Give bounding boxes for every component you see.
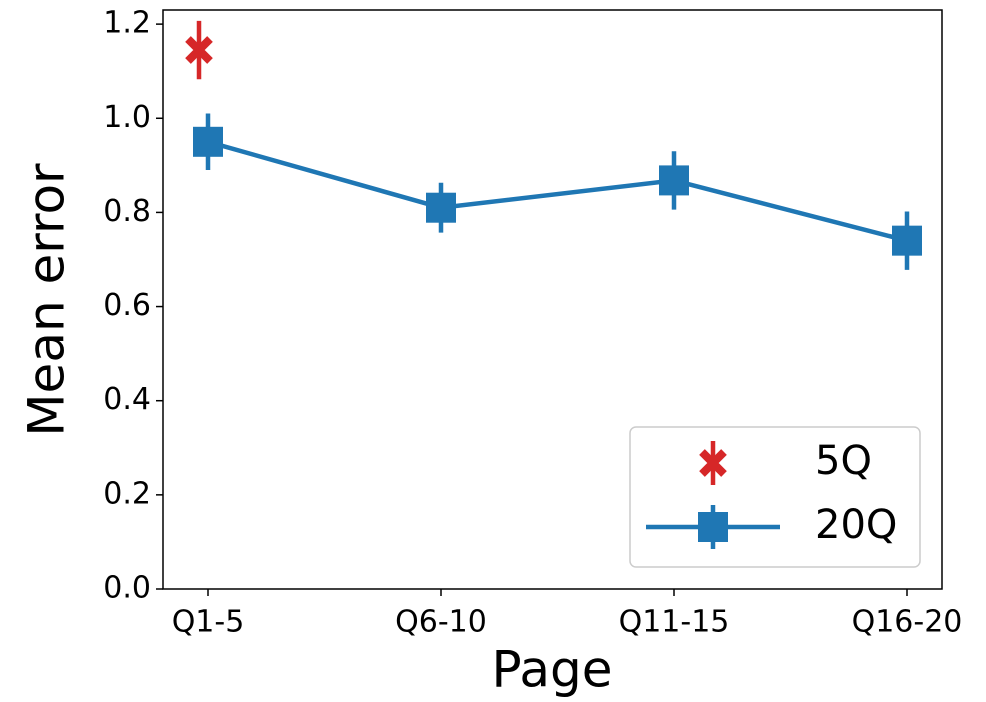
- y-tick-label: 0.8: [103, 194, 151, 229]
- point: [892, 225, 922, 256]
- point: [193, 126, 223, 157]
- x-axis-label: Page: [491, 641, 612, 699]
- x-tick-label: Q1-5: [172, 605, 245, 640]
- legend-label: 20Q: [815, 502, 897, 548]
- legend-label: 5Q: [815, 438, 872, 484]
- x-tick-label: Q11-15: [619, 605, 730, 640]
- y-tick-label: 0.6: [103, 288, 151, 323]
- y-tick-label: 0.2: [103, 476, 151, 511]
- y-tick-label: 0.4: [103, 382, 151, 417]
- y-tick-label: 1.0: [103, 100, 151, 135]
- point: [659, 165, 689, 196]
- legend-marker: [698, 512, 728, 542]
- y-tick-label: 0.0: [103, 571, 151, 606]
- series-line: [207, 139, 908, 243]
- y-axis-label: Mean error: [18, 163, 76, 437]
- x-tick-label: Q6-10: [395, 605, 487, 640]
- plot-frame: [162, 9, 943, 590]
- point: [426, 192, 456, 223]
- y-tick-label: 1.2: [103, 6, 151, 41]
- point: [185, 36, 213, 64]
- legend-marker: [699, 449, 727, 477]
- x-tick-label: Q16-20: [852, 605, 963, 640]
